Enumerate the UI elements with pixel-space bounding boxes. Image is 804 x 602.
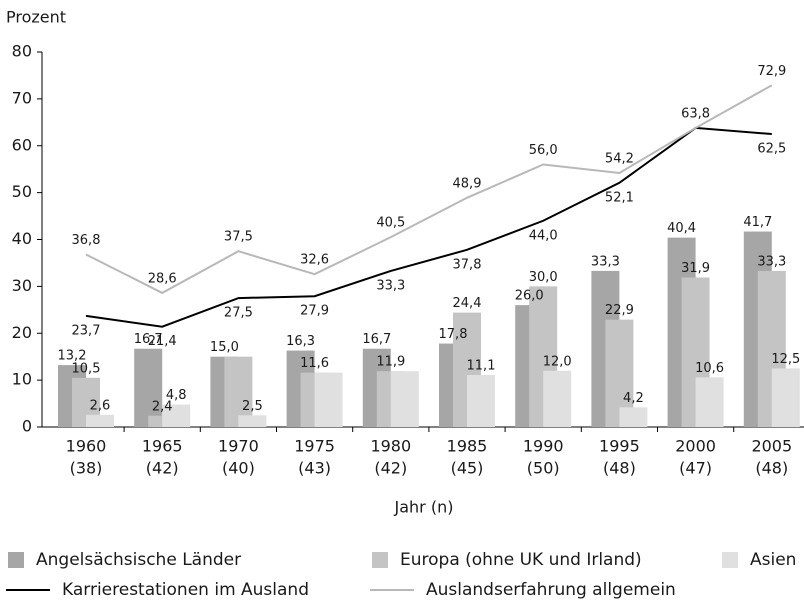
bar-value-label: 16,3 xyxy=(286,334,315,349)
x-tick-count: (43) xyxy=(298,459,331,478)
y-axis-label: Prozent xyxy=(6,8,66,27)
bar xyxy=(134,348,163,427)
bar xyxy=(695,377,724,427)
bar xyxy=(86,414,114,427)
legend-label: Auslandserfahrung allgemein xyxy=(426,580,676,600)
bar-value-label: 11,9 xyxy=(376,355,405,370)
bar-value-label: 26,0 xyxy=(515,289,544,304)
bar-value-label: 4,8 xyxy=(166,388,187,403)
line-value-label: 40,5 xyxy=(376,216,405,231)
x-tick-count: (45) xyxy=(451,459,484,478)
y-tick-label: 50 xyxy=(12,182,32,201)
bar-value-label: 16,7 xyxy=(362,332,391,347)
bar xyxy=(314,372,343,427)
x-tick-label: 1980 xyxy=(370,437,411,456)
line-value-label: 54,2 xyxy=(605,151,634,166)
x-tick-label: 2000 xyxy=(675,437,716,456)
x-tick-count: (42) xyxy=(146,459,179,478)
y-tick-label: 80 xyxy=(12,42,32,61)
bar-value-label: 2,4 xyxy=(152,399,173,414)
bar-value-label: 17,8 xyxy=(439,327,468,342)
bar-value-label: 12,0 xyxy=(543,354,572,369)
x-tick-label: 1965 xyxy=(142,437,183,456)
x-tick-count: (47) xyxy=(679,459,712,478)
x-tick-count: (48) xyxy=(603,459,636,478)
legend-swatch xyxy=(722,552,738,568)
y-tick-label: 10 xyxy=(12,370,32,389)
line-value-label: 37,8 xyxy=(453,257,482,272)
line-value-label: 21,4 xyxy=(148,334,177,349)
line-value-label: 32,6 xyxy=(300,253,329,268)
bar-value-label: 11,6 xyxy=(300,356,329,371)
x-tick-count: (50) xyxy=(527,459,560,478)
line-value-label: 52,1 xyxy=(605,190,634,205)
line xyxy=(85,84,773,295)
line-value-label: 56,0 xyxy=(529,143,558,158)
line-value-label: 28,6 xyxy=(148,271,177,286)
bar-value-label: 11,1 xyxy=(467,358,496,373)
bar-value-label: 16,7 xyxy=(134,332,163,347)
y-tick-label: 30 xyxy=(12,276,32,295)
line-value-label: 27,9 xyxy=(300,304,329,319)
line-value-label: 23,7 xyxy=(72,323,101,338)
y-tick-label: 20 xyxy=(12,323,32,342)
legend-swatch xyxy=(372,552,388,568)
bar-value-label: 4,2 xyxy=(623,391,644,406)
bar-value-label: 24,4 xyxy=(453,296,482,311)
y-tick-label: 70 xyxy=(12,88,32,107)
bar-value-label: 10,6 xyxy=(695,361,724,376)
bar-value-label: 22,9 xyxy=(605,303,634,318)
line xyxy=(85,126,772,328)
bar-value-label: 33,3 xyxy=(757,254,786,269)
line-value-label: 63,8 xyxy=(681,106,710,121)
legend-label: Angelsächsische Länder xyxy=(36,550,241,570)
y-tick-label: 60 xyxy=(12,135,32,154)
bar-value-label: 10,5 xyxy=(72,361,101,376)
y-tick-label: 0 xyxy=(22,417,32,436)
x-tick-count: (48) xyxy=(755,459,788,478)
x-axis-label: Jahr (n) xyxy=(394,498,454,517)
x-tick-label: 1970 xyxy=(218,437,259,456)
bar xyxy=(771,368,800,427)
bar-value-label: 13,2 xyxy=(58,349,87,364)
line-value-label: 48,9 xyxy=(453,176,482,191)
bar-value-label: 12,5 xyxy=(771,352,800,367)
bar xyxy=(162,404,191,427)
legend-label: Karrierestationen im Ausland xyxy=(62,580,309,600)
bar-value-label: 41,7 xyxy=(743,215,772,230)
line-value-label: 62,5 xyxy=(757,142,786,157)
x-tick-count: (40) xyxy=(222,459,255,478)
line-value-label: 44,0 xyxy=(529,228,558,243)
bar-value-label: 40,4 xyxy=(667,221,696,236)
x-tick-label: 1975 xyxy=(294,437,335,456)
bar-value-label: 33,3 xyxy=(591,254,620,269)
legend-label: Asien xyxy=(750,550,796,570)
line-value-label: 27,5 xyxy=(224,306,253,321)
legend-label: Europa (ohne UK und Irland) xyxy=(400,550,642,570)
y-tick-label: 40 xyxy=(12,229,32,248)
line-value-label: 72,9 xyxy=(757,64,786,79)
x-tick-count: (42) xyxy=(374,459,407,478)
line-value-label: 37,5 xyxy=(224,230,253,245)
bar-value-label: 15,0 xyxy=(210,340,239,355)
bar xyxy=(390,371,419,427)
legend-swatch xyxy=(8,552,24,568)
x-tick-label: 2005 xyxy=(751,437,792,456)
bar xyxy=(467,374,495,427)
x-tick-label: 1995 xyxy=(599,437,640,456)
x-tick-label: 1985 xyxy=(447,437,488,456)
bar xyxy=(619,407,648,427)
bar xyxy=(238,415,267,427)
line-value-label: 33,3 xyxy=(376,278,405,293)
bar-value-label: 31,9 xyxy=(681,261,710,276)
bar xyxy=(543,370,572,427)
line-value-label: 36,8 xyxy=(72,233,101,248)
bar-value-label: 2,6 xyxy=(90,398,111,413)
x-tick-count: (38) xyxy=(70,459,103,478)
x-tick-label: 1960 xyxy=(66,437,107,456)
x-tick-label: 1990 xyxy=(523,437,564,456)
bar-value-label: 2,5 xyxy=(242,399,263,414)
bar-value-label: 30,0 xyxy=(529,270,558,285)
